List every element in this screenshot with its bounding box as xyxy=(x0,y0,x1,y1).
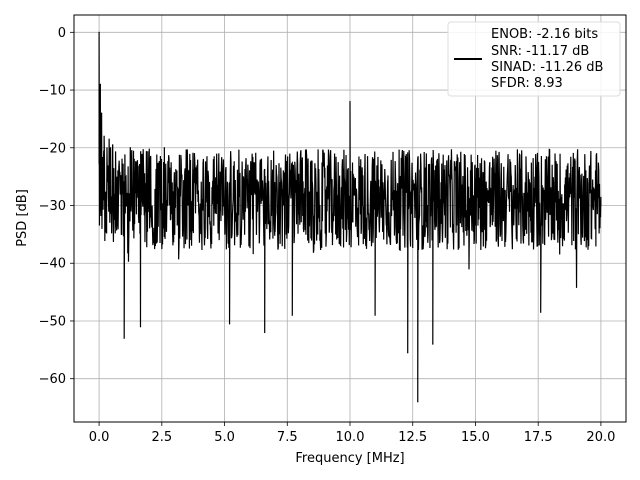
psd-data-point xyxy=(509,161,512,163)
psd-data-point xyxy=(530,187,532,189)
psd-data-point xyxy=(103,135,105,137)
x-tick-label: 15.0 xyxy=(461,430,490,445)
psd-data-point xyxy=(228,323,231,325)
psd-data-point xyxy=(128,204,130,207)
x-tick-label: 0.0 xyxy=(89,430,110,445)
x-axis-label: Frequency [MHz] xyxy=(295,451,404,466)
psd-data-point xyxy=(163,147,165,149)
y-tick-label: −50 xyxy=(39,314,66,329)
psd-data-point xyxy=(575,222,577,224)
psd-data-point xyxy=(284,199,286,201)
psd-data-point xyxy=(595,193,597,195)
psd-data-point xyxy=(113,193,115,195)
psd-data-point xyxy=(565,199,567,201)
psd-data-point xyxy=(193,152,196,155)
y-tick-label: −10 xyxy=(39,84,66,99)
y-tick-label: 0 xyxy=(58,26,66,41)
psd-data-point xyxy=(387,187,389,189)
psd-data-point xyxy=(249,170,251,172)
psd-data-point xyxy=(139,326,142,328)
legend-snr: SNR: -11.17 dB xyxy=(491,44,589,59)
psd-data-point xyxy=(585,170,587,172)
psd-data-point xyxy=(555,181,557,184)
legend-sinad: SINAD: -11.26 dB xyxy=(491,60,603,75)
psd-data-point xyxy=(121,233,123,235)
psd-data-point xyxy=(600,204,602,207)
psd-data-point xyxy=(109,147,111,149)
y-tick-label: −60 xyxy=(39,372,66,387)
psd-data-point xyxy=(489,187,492,189)
y-tick-label: −30 xyxy=(39,199,66,214)
psd-data-point xyxy=(156,210,158,212)
psd-data-point xyxy=(424,167,426,169)
psd-data-point xyxy=(361,204,364,207)
psd-data-point xyxy=(540,311,542,313)
x-tick-label: 17.5 xyxy=(524,430,553,445)
legend-box xyxy=(447,21,621,97)
plot-area xyxy=(98,31,602,403)
psd-data-point xyxy=(106,204,108,207)
psd-data-point xyxy=(264,331,266,334)
psd-data-point xyxy=(432,343,434,345)
legend-enob: ENOB: -2.16 bits xyxy=(491,27,598,42)
psd-data-point xyxy=(101,112,103,114)
x-tick-label: 12.5 xyxy=(398,430,427,445)
psd-data-point xyxy=(479,210,482,212)
psd-data-point xyxy=(439,199,441,201)
psd-data-point xyxy=(138,210,140,212)
psd-data-point xyxy=(547,210,549,212)
y-axis: 0 −10 −20 −30 −40 −50 −60 xyxy=(39,26,74,387)
psd-data-point xyxy=(412,204,414,207)
psd-data-point xyxy=(329,170,331,172)
psd-data-point xyxy=(374,314,376,316)
psd-data-point xyxy=(417,401,419,403)
psd-data-point xyxy=(319,239,321,241)
psd-series-line xyxy=(98,32,602,402)
psd-data-point xyxy=(98,158,101,160)
legend-sfdr: SFDR: 8.93 xyxy=(491,76,563,91)
psd-data-point xyxy=(499,233,502,235)
psd-data-point xyxy=(143,181,145,184)
psd-data-point xyxy=(133,158,135,160)
psd-data-point xyxy=(239,187,241,189)
x-tick-label: 2.5 xyxy=(151,430,172,445)
psd-data-point xyxy=(117,170,119,172)
psd-data-point xyxy=(99,83,101,85)
psd-data-point xyxy=(186,222,188,224)
psd-data-point xyxy=(294,161,296,163)
x-tick-label: 10.0 xyxy=(336,430,365,445)
legend: ENOB: -2.16 bits SNR: -11.17 dB SINAD: -… xyxy=(447,21,621,97)
psd-data-point xyxy=(349,100,351,103)
psd-data-point xyxy=(291,314,293,316)
psd-data-point xyxy=(123,337,125,339)
psd-data-point xyxy=(339,210,341,212)
x-tick-label: 20.0 xyxy=(586,430,615,445)
psd-data-point xyxy=(304,210,306,212)
psd-data-point xyxy=(218,210,221,212)
psd-data-point xyxy=(148,170,150,172)
psd-data-point xyxy=(449,181,451,184)
x-tick-label: 7.5 xyxy=(277,430,298,445)
psd-data-point xyxy=(311,181,313,184)
psd-data-point xyxy=(469,170,472,172)
psd-data-point xyxy=(208,181,211,184)
x-axis: 0.0 2.5 5.0 7.5 10.0 12.5 15.0 17.5 20.0 xyxy=(89,422,615,445)
psd-data-point xyxy=(171,193,173,195)
psd-data-point xyxy=(98,31,100,33)
y-axis-label: PSD [dB] xyxy=(15,189,30,247)
psd-data-point xyxy=(259,216,261,218)
psd-data-point xyxy=(178,170,180,172)
y-tick-label: −40 xyxy=(39,257,66,272)
psd-data-point xyxy=(201,199,203,201)
psd-data-point xyxy=(407,352,409,354)
x-tick-label: 5.0 xyxy=(214,430,235,445)
psd-data-point xyxy=(399,176,401,178)
psd-data-point xyxy=(274,181,276,184)
psd-data-point xyxy=(520,199,522,201)
psd-data-point xyxy=(459,222,461,224)
psd-data-point xyxy=(102,193,104,195)
y-tick-label: −20 xyxy=(39,141,66,156)
